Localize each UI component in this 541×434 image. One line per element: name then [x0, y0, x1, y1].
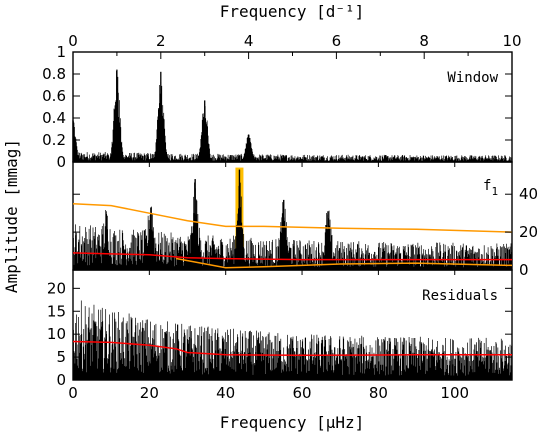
residuals-spectrum	[72, 300, 513, 380]
residuals-ytick-label: 10	[47, 325, 66, 343]
bottom-xtick-label: 60	[292, 384, 311, 402]
curve-layer	[72, 202, 513, 357]
residuals-noise-curve	[72, 340, 512, 357]
window-ytick-label: 0.2	[42, 131, 66, 149]
bottom-xtick-label: 80	[369, 384, 388, 402]
signal-ytick-label: 20	[519, 223, 538, 241]
residuals-threshold-curve	[175, 257, 513, 269]
top-xtick-label: 8	[419, 32, 429, 50]
signal-ytick-label: 0	[519, 261, 529, 279]
residuals-ytick-label: 0	[56, 371, 66, 389]
window-ytick-label: 0	[56, 153, 66, 171]
signal-threshold-curve	[72, 202, 513, 233]
residuals-ytick-label: 20	[47, 279, 66, 297]
window-spectrum	[72, 70, 513, 162]
top-axis-label: Frequency [d⁻¹]	[220, 2, 365, 21]
signal-panel-label: f1	[483, 178, 498, 198]
residuals-ytick-label: 5	[56, 348, 66, 366]
spectrum-layer	[72, 69, 513, 380]
top-xtick-label: 4	[244, 32, 254, 50]
bottom-axis-label: Frequency [μHz]	[220, 413, 365, 432]
residuals-panel-label: Residuals	[422, 288, 498, 304]
top-xtick-label: 0	[68, 32, 78, 50]
signal-ytick-label: 40	[519, 185, 538, 203]
signal-noise-curve	[72, 252, 512, 261]
top-xtick-label: 10	[502, 32, 521, 50]
signal-spectrum	[72, 182, 513, 270]
window-panel-frame	[72, 51, 513, 163]
window-ytick-label: 1	[56, 43, 66, 61]
bottom-xtick-label: 0	[68, 384, 78, 402]
bottom-xtick-label: 20	[140, 384, 159, 402]
bottom-xtick-label: 100	[440, 384, 469, 402]
top-xtick-label: 6	[332, 32, 342, 50]
signal-panel-subscript: 1	[491, 185, 498, 198]
left-axis-label: Amplitude [mmag]	[2, 139, 21, 293]
window-panel-label: Window	[447, 70, 498, 86]
signal-panel-name: f	[483, 178, 491, 194]
window-ytick-label: 0.6	[42, 87, 66, 105]
bottom-xtick-label: 40	[216, 384, 235, 402]
window-ytick-label: 0.8	[42, 65, 66, 83]
window-ytick-label: 0.4	[42, 109, 66, 127]
top-xtick-label: 2	[156, 32, 166, 50]
residuals-ytick-label: 15	[47, 302, 66, 320]
